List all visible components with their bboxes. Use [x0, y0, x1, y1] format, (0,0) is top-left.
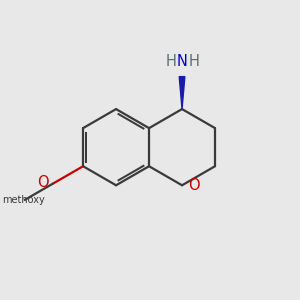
Text: O: O [37, 176, 49, 190]
Text: N: N [177, 54, 188, 69]
Text: methoxy: methoxy [2, 195, 45, 205]
Text: H: H [166, 54, 177, 69]
Text: O: O [188, 178, 200, 193]
Polygon shape [179, 76, 185, 109]
Text: H: H [188, 54, 199, 69]
